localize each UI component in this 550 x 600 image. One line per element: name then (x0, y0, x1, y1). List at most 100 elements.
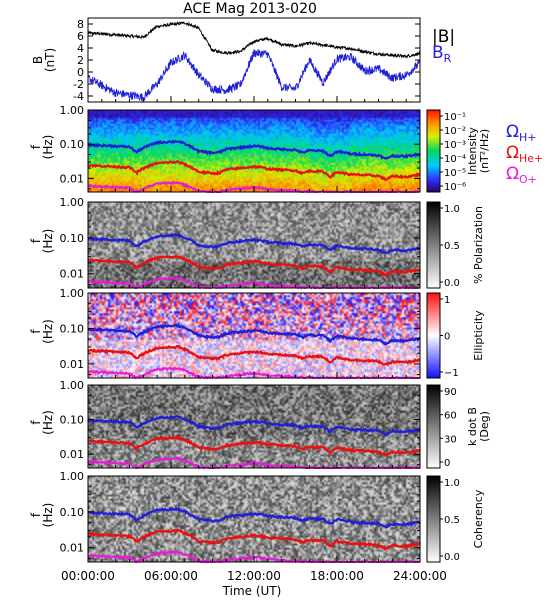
y-axis-unit: (Hz) (41, 135, 55, 160)
x-tick-label: 24:00:00 (393, 569, 447, 583)
y-tick-label: 0.10 (60, 414, 85, 427)
y-axis-unit: (Hz) (41, 410, 55, 435)
polarization-panel: 1.00 0.10 0.01 f(Hz) 1.0 0.5 0.0 % Polarization (29, 196, 485, 290)
series-line-B_R (87, 48, 421, 102)
y-axis-unit: (nT) (43, 48, 57, 72)
gyrofrequency-Omega_H (87, 322, 421, 347)
gyrofrequency-Omega_H (87, 505, 421, 529)
legend-Omega_H-subscript: H+ (519, 131, 537, 144)
gyrofrequency-Omega_He (87, 254, 421, 277)
ellipticity-colorbar (426, 292, 441, 379)
colorbar-tick-label: 10⁻⁴ (444, 154, 466, 165)
y-tick-label: 1.00 (60, 287, 85, 300)
y-tick-label: 0.10 (60, 232, 85, 245)
polarization-spectrogram (88, 202, 420, 288)
y-tick-label: 1.00 (60, 196, 85, 209)
series-line-B_total (87, 21, 421, 59)
colorbar-tick-label: 0 (444, 458, 450, 469)
y-axis-label: f (29, 144, 43, 149)
legend-Omega_O-subscript: O+ (519, 173, 537, 186)
figure-title: ACE Mag 2013-020 (183, 1, 317, 17)
colorbar-unit: (Deg) (478, 411, 491, 442)
y-tick-label: 0.10 (60, 322, 85, 335)
colorbar-title: % Polarization (472, 206, 485, 284)
colorbar-title: Intensity (466, 127, 479, 175)
colorbar-title: Ellipticity (472, 310, 485, 361)
colorbar-tick-label: 10⁻² (444, 126, 466, 137)
x-tick-label: 12:00:00 (227, 569, 281, 583)
y-axis-label: f (29, 329, 43, 334)
x-tick-label: 00:00:00 (61, 569, 115, 583)
gyrofrequency-Omega_He (87, 528, 421, 552)
gyrofrequency-Omega_H (87, 139, 421, 160)
ellipticity-spectrogram (88, 293, 420, 378)
y-tick-label: 0.01 (60, 448, 85, 461)
y-axis-unit: (Hz) (41, 503, 55, 528)
y-tick-label: 1.00 (60, 470, 85, 483)
gyrofrequency-Omega_He (87, 434, 421, 458)
legend-Omega_H: ΩH+ (506, 122, 537, 144)
colorbar-tick-label: 1.0 (444, 478, 460, 489)
colorbar-tick-label: 1 (444, 295, 450, 306)
legend-Omega_He-subscript: He+ (519, 152, 543, 165)
colorbar-tick-label: 60 (444, 411, 457, 422)
y-axis-label: f (29, 420, 43, 425)
wave-normal-angle-panel: 1.00 0.10 0.01 f(Hz) 90 60 30 0 k dot B (Deg) (29, 379, 491, 470)
gyrofrequency-Omega_He (87, 160, 421, 182)
colorbar-tick-label: 10⁻³ (444, 140, 466, 151)
y-tick-label: -2 (73, 78, 84, 91)
y-tick-label: 8 (77, 18, 84, 31)
colorbar-tick-label: 0.0 (444, 552, 460, 563)
panels: -4-202468B(nT)|B|BR1.000.100.01f(Hz)10⁻¹… (29, 17, 543, 564)
y-tick-label: 4 (77, 42, 84, 55)
ellipticity-panel: 1.00 0.10 0.01 f(Hz) 1 0 −1 Ellipticity (29, 287, 485, 380)
colorbar-tick-label: 30 (444, 434, 457, 445)
y-tick-label: 0.10 (60, 138, 85, 151)
x-tick-label: 06:00:00 (144, 569, 198, 583)
y-tick-label: 2 (77, 54, 84, 67)
y-tick-label: 1.00 (60, 104, 85, 117)
wave-normal-angle-spectrogram (88, 385, 420, 468)
y-tick-label: 0 (77, 66, 84, 79)
colorbar-tick-label: 0.0 (444, 278, 460, 289)
coherency-spectrogram (88, 476, 420, 562)
colorbar-tick-label: 10⁻⁵ (444, 168, 466, 179)
coherency-panel: 1.00 0.10 0.01 f(Hz) 1.0 0.5 0.0 Coherency (29, 470, 485, 564)
colorbar-unit: (nT²/Hz) (478, 129, 491, 173)
y-tick-label: 0.01 (60, 358, 85, 371)
y-axis-label: B (31, 56, 45, 64)
wave-normal-angle-colorbar (426, 384, 441, 469)
y-tick-label: 0.01 (60, 542, 85, 555)
legend-Omega_He: ΩHe+ (506, 143, 543, 165)
y-tick-label: 6 (77, 30, 84, 43)
colorbar-title: k dot B (466, 407, 479, 446)
gyrofrequency-Omega_He (87, 344, 421, 367)
colorbar-tick-label: 1.0 (444, 204, 460, 215)
x-tick-label: 18:00:00 (310, 569, 364, 583)
gyrofrequency-Omega_H (87, 232, 421, 255)
intensity-panel: 1.00 0.10 0.01 f(Hz) 10⁻¹ 10⁻² 10⁻³ 10⁻⁴ 10⁻⁵ 10⁻… (29, 104, 543, 194)
x-tick-labels: 00:00:00 06:00:00 12:00:00 18:00:00 24:00:00 (61, 569, 447, 583)
intensity-spectrogram (88, 110, 420, 192)
x-axis-label: Time (UT) (222, 584, 282, 598)
y-tick-label: 1.00 (60, 379, 85, 392)
colorbar-tick-label: 10⁻⁶ (444, 182, 466, 193)
colorbar-tick-label: 10⁻¹ (444, 112, 466, 123)
colorbar-tick-label: 90 (444, 387, 457, 398)
y-axis-unit: (Hz) (41, 229, 55, 254)
colorbar-tick-label: −1 (444, 368, 459, 379)
colorbar-tick-label: 0.5 (444, 515, 460, 526)
colorbar-title: Coherency (472, 489, 485, 548)
y-axis-label: f (29, 238, 43, 243)
y-axis-label: f (29, 512, 43, 517)
intensity-colorbar (426, 109, 441, 193)
y-tick-label: -4 (73, 90, 84, 103)
legend-Omega_O: ΩO+ (506, 164, 537, 186)
y-axis-unit: (Hz) (41, 319, 55, 344)
coherency-colorbar (426, 475, 441, 563)
polarization-colorbar (426, 201, 441, 289)
y-tick-label: 0.01 (60, 268, 85, 281)
y-tick-label: 0.01 (60, 172, 85, 185)
